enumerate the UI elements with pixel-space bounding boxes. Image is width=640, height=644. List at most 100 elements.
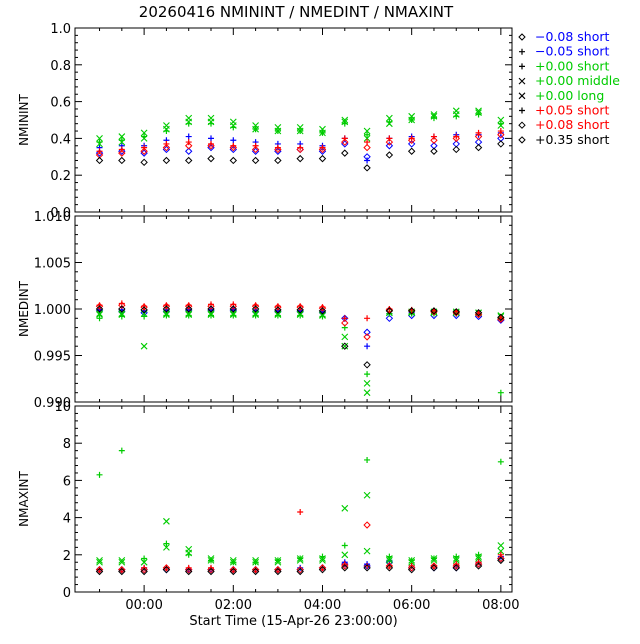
data-points [95, 300, 505, 397]
chart-title: 20260416 NMININT / NMEDINT / NMAXINT [139, 3, 454, 21]
series-cross [96, 308, 505, 397]
data-point [319, 555, 326, 562]
data-point [385, 307, 394, 315]
data-point [497, 122, 505, 129]
data-point [229, 565, 238, 574]
series-cross [96, 109, 505, 148]
data-point [274, 558, 282, 566]
legend-marker [518, 33, 526, 41]
data-point [229, 311, 237, 318]
data-point [319, 311, 326, 318]
data-point [341, 342, 349, 350]
data-point [385, 138, 394, 146]
data-point [96, 315, 103, 322]
series-diamond [95, 131, 505, 159]
data-point [452, 308, 460, 316]
data-point [163, 310, 170, 318]
data-point [497, 458, 504, 465]
data-point [385, 306, 394, 314]
y-tick-label: 8 [63, 437, 71, 452]
data-point [407, 565, 416, 574]
data-point [363, 521, 371, 529]
series-plus [96, 447, 504, 566]
data-point [163, 543, 170, 551]
data-point [453, 133, 460, 140]
data-point [474, 132, 483, 141]
data-point [341, 333, 349, 341]
data-point [118, 149, 126, 157]
data-point [341, 542, 348, 549]
legend-label: −0.08 short [535, 29, 610, 44]
data-point [252, 556, 259, 564]
data-point [497, 542, 505, 549]
data-point [96, 311, 103, 318]
data-point [408, 135, 415, 142]
data-point [296, 310, 304, 318]
data-point [296, 567, 304, 576]
data-point [497, 116, 505, 124]
data-point [96, 556, 103, 564]
data-point [118, 133, 126, 140]
y-tick-label: 0.6 [50, 96, 71, 111]
series-diamond [95, 521, 505, 574]
data-point [185, 147, 193, 155]
y-tick-label: 0.990 [34, 396, 71, 411]
y-tick-label: 0.0 [50, 206, 71, 221]
data-point [185, 156, 193, 165]
data-point [363, 333, 371, 341]
legend-marker [519, 48, 525, 55]
data-point [185, 310, 193, 318]
data-point [185, 305, 193, 313]
data-point [207, 154, 215, 163]
data-point [95, 302, 104, 310]
data-point [385, 564, 394, 572]
data-point [364, 562, 371, 569]
data-point [341, 149, 349, 157]
data-point [318, 154, 327, 163]
legend-label: +0.00 short [535, 58, 610, 73]
x-tick-label: 08:00 [482, 598, 519, 613]
plot-frame [74, 215, 513, 403]
data-point [140, 306, 148, 314]
data-point [430, 136, 438, 144]
series-cross [96, 491, 505, 566]
data-point [452, 562, 460, 570]
series-diamond [95, 556, 505, 576]
data-point [386, 562, 393, 569]
data-point [341, 116, 349, 124]
y-tick-label: 0.8 [50, 59, 71, 74]
data-point [118, 301, 126, 309]
y-tick-label: 1.000 [34, 303, 71, 318]
data-point [363, 127, 371, 135]
legend-label: +0.05 short [535, 103, 610, 118]
x-tick-label: 06:00 [393, 598, 430, 613]
data-point [274, 565, 282, 574]
data-point [452, 145, 460, 154]
data-point [251, 565, 260, 574]
data-point [118, 556, 126, 564]
data-point [274, 127, 282, 135]
data-point [185, 565, 193, 574]
data-point [497, 389, 504, 396]
data-points [95, 447, 505, 576]
data-point [407, 147, 416, 155]
data-point [252, 311, 259, 318]
data-point [364, 157, 371, 164]
data-point [385, 142, 394, 150]
data-point [251, 302, 260, 310]
data-point [251, 145, 260, 154]
data-point [185, 302, 193, 310]
data-point [430, 307, 438, 315]
data-point [95, 567, 104, 576]
plot-frame [74, 405, 513, 593]
data-point [407, 140, 416, 148]
data-point [274, 556, 282, 564]
data-point [207, 311, 215, 318]
data-point [408, 558, 416, 566]
plot-frame [74, 27, 513, 213]
data-point [497, 131, 505, 139]
data-point [363, 164, 371, 172]
data-point [475, 559, 482, 566]
data-point [274, 311, 282, 318]
